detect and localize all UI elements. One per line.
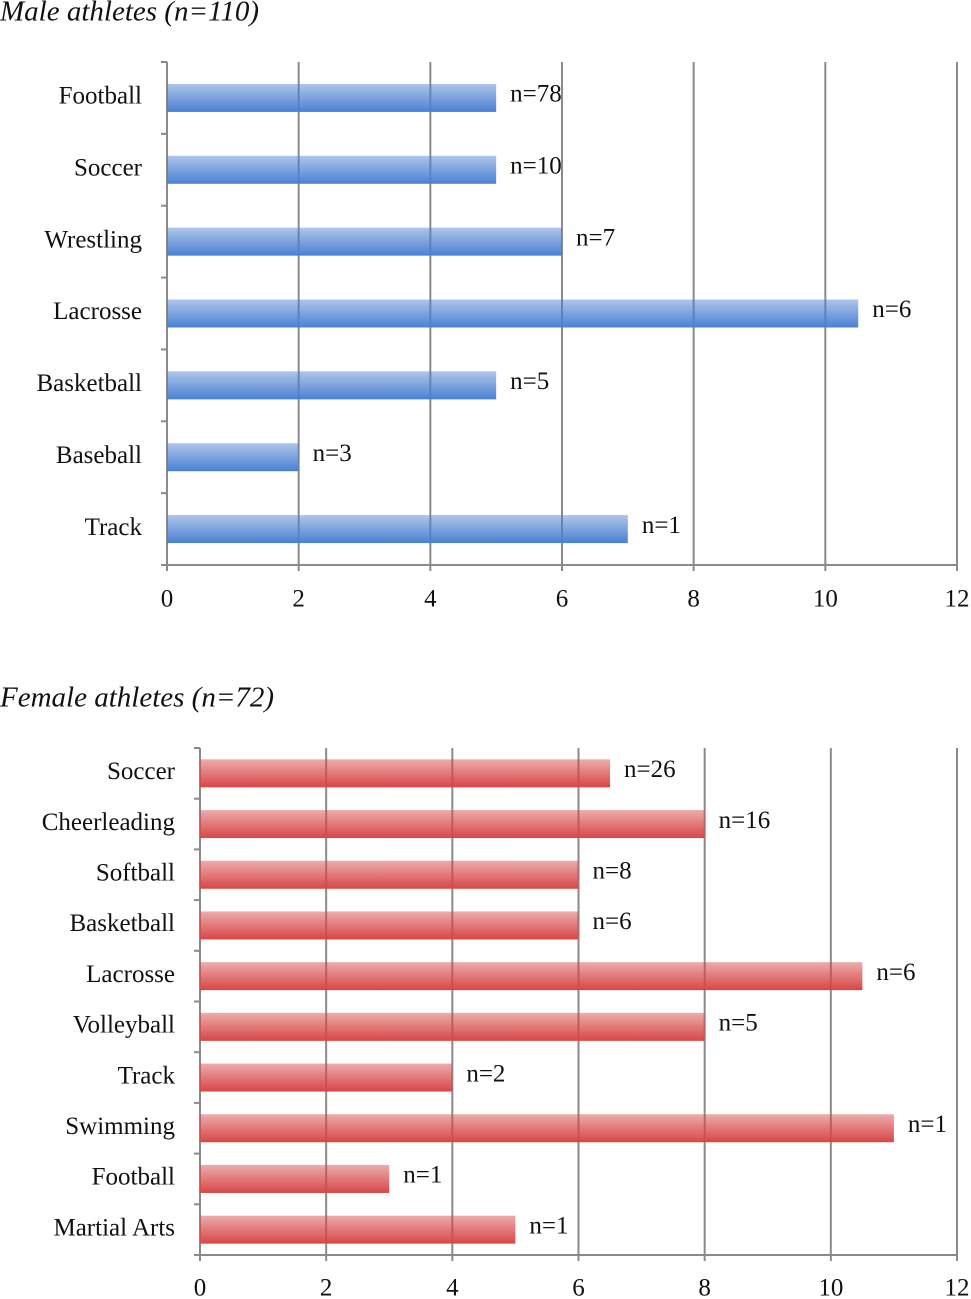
bar-annotation: n=1 (642, 512, 681, 539)
x-tick-label: 6 (572, 1275, 585, 1299)
y-tick-label: Lacrosse (53, 298, 142, 325)
bar-annotation: n=2 (466, 1060, 505, 1087)
bar-annotation: n=26 (624, 756, 676, 783)
bar-annotation: n=6 (876, 959, 915, 986)
y-tick-label: Wrestling (44, 226, 142, 253)
bar-annotation: n=3 (313, 440, 352, 467)
bar (200, 1063, 453, 1092)
bar (167, 371, 497, 400)
bar-annotation: n=5 (719, 1010, 758, 1037)
bar (167, 227, 562, 256)
bar (200, 810, 705, 839)
bar (200, 911, 579, 940)
bar-annotation: n=7 (576, 224, 615, 251)
bar (167, 515, 628, 544)
x-tick-label: 10 (818, 1275, 843, 1299)
bar-annotation: n=1 (908, 1111, 947, 1138)
bar (200, 1012, 705, 1041)
x-tick-label: 12 (945, 1275, 970, 1299)
bar-annotation: n=6 (593, 908, 632, 935)
y-tick-label: Football (59, 83, 142, 110)
chart-title: Male athletes (n=110) (0, 0, 259, 28)
bar (167, 299, 859, 328)
x-tick-label: 2 (292, 586, 305, 613)
bar (200, 962, 863, 991)
x-tick-label: 0 (161, 586, 174, 613)
bar-annotation: n=5 (510, 368, 549, 395)
bar-annotation: n=8 (593, 857, 632, 884)
y-tick-label: Cheerleading (42, 809, 176, 836)
x-tick-label: 8 (698, 1275, 711, 1299)
y-tick-label: Softball (96, 859, 175, 886)
bar-annotation: n=78 (510, 81, 562, 108)
bar-annotation: n=16 (719, 807, 771, 834)
y-tick-label: Track (118, 1062, 176, 1089)
bar (167, 443, 299, 472)
y-tick-label: Soccer (74, 155, 143, 182)
x-tick-label: 8 (687, 586, 700, 613)
y-tick-label: Basketball (36, 370, 142, 397)
y-tick-label: Track (85, 514, 143, 541)
bar (200, 1114, 894, 1143)
y-tick-label: Swimming (65, 1113, 175, 1140)
y-tick-label: Football (92, 1164, 175, 1191)
bar (167, 83, 497, 112)
x-tick-label: 0 (194, 1275, 207, 1299)
bar (200, 759, 611, 788)
bar-annotation: n=1 (403, 1162, 442, 1189)
y-tick-label: Basketball (69, 910, 175, 937)
bar-annotation: n=10 (510, 153, 562, 180)
y-tick-label: Martial Arts (53, 1214, 175, 1241)
x-tick-label: 4 (424, 586, 437, 613)
bar (200, 1215, 516, 1244)
x-tick-label: 4 (446, 1275, 459, 1299)
x-tick-label: 10 (813, 586, 838, 613)
y-tick-label: Soccer (107, 758, 176, 785)
x-tick-label: 12 (945, 586, 970, 613)
bar (200, 1164, 390, 1193)
bar-annotation: n=6 (872, 296, 911, 323)
bar-annotation: n=1 (529, 1212, 568, 1239)
bar (200, 860, 579, 889)
x-tick-label: 2 (320, 1275, 333, 1299)
chart-title: Female athletes (n=72) (0, 682, 274, 714)
y-tick-label: Lacrosse (86, 961, 175, 988)
bar (167, 155, 497, 184)
y-tick-label: Baseball (56, 442, 142, 469)
y-tick-label: Volleyball (73, 1012, 175, 1039)
x-tick-label: 6 (556, 586, 569, 613)
